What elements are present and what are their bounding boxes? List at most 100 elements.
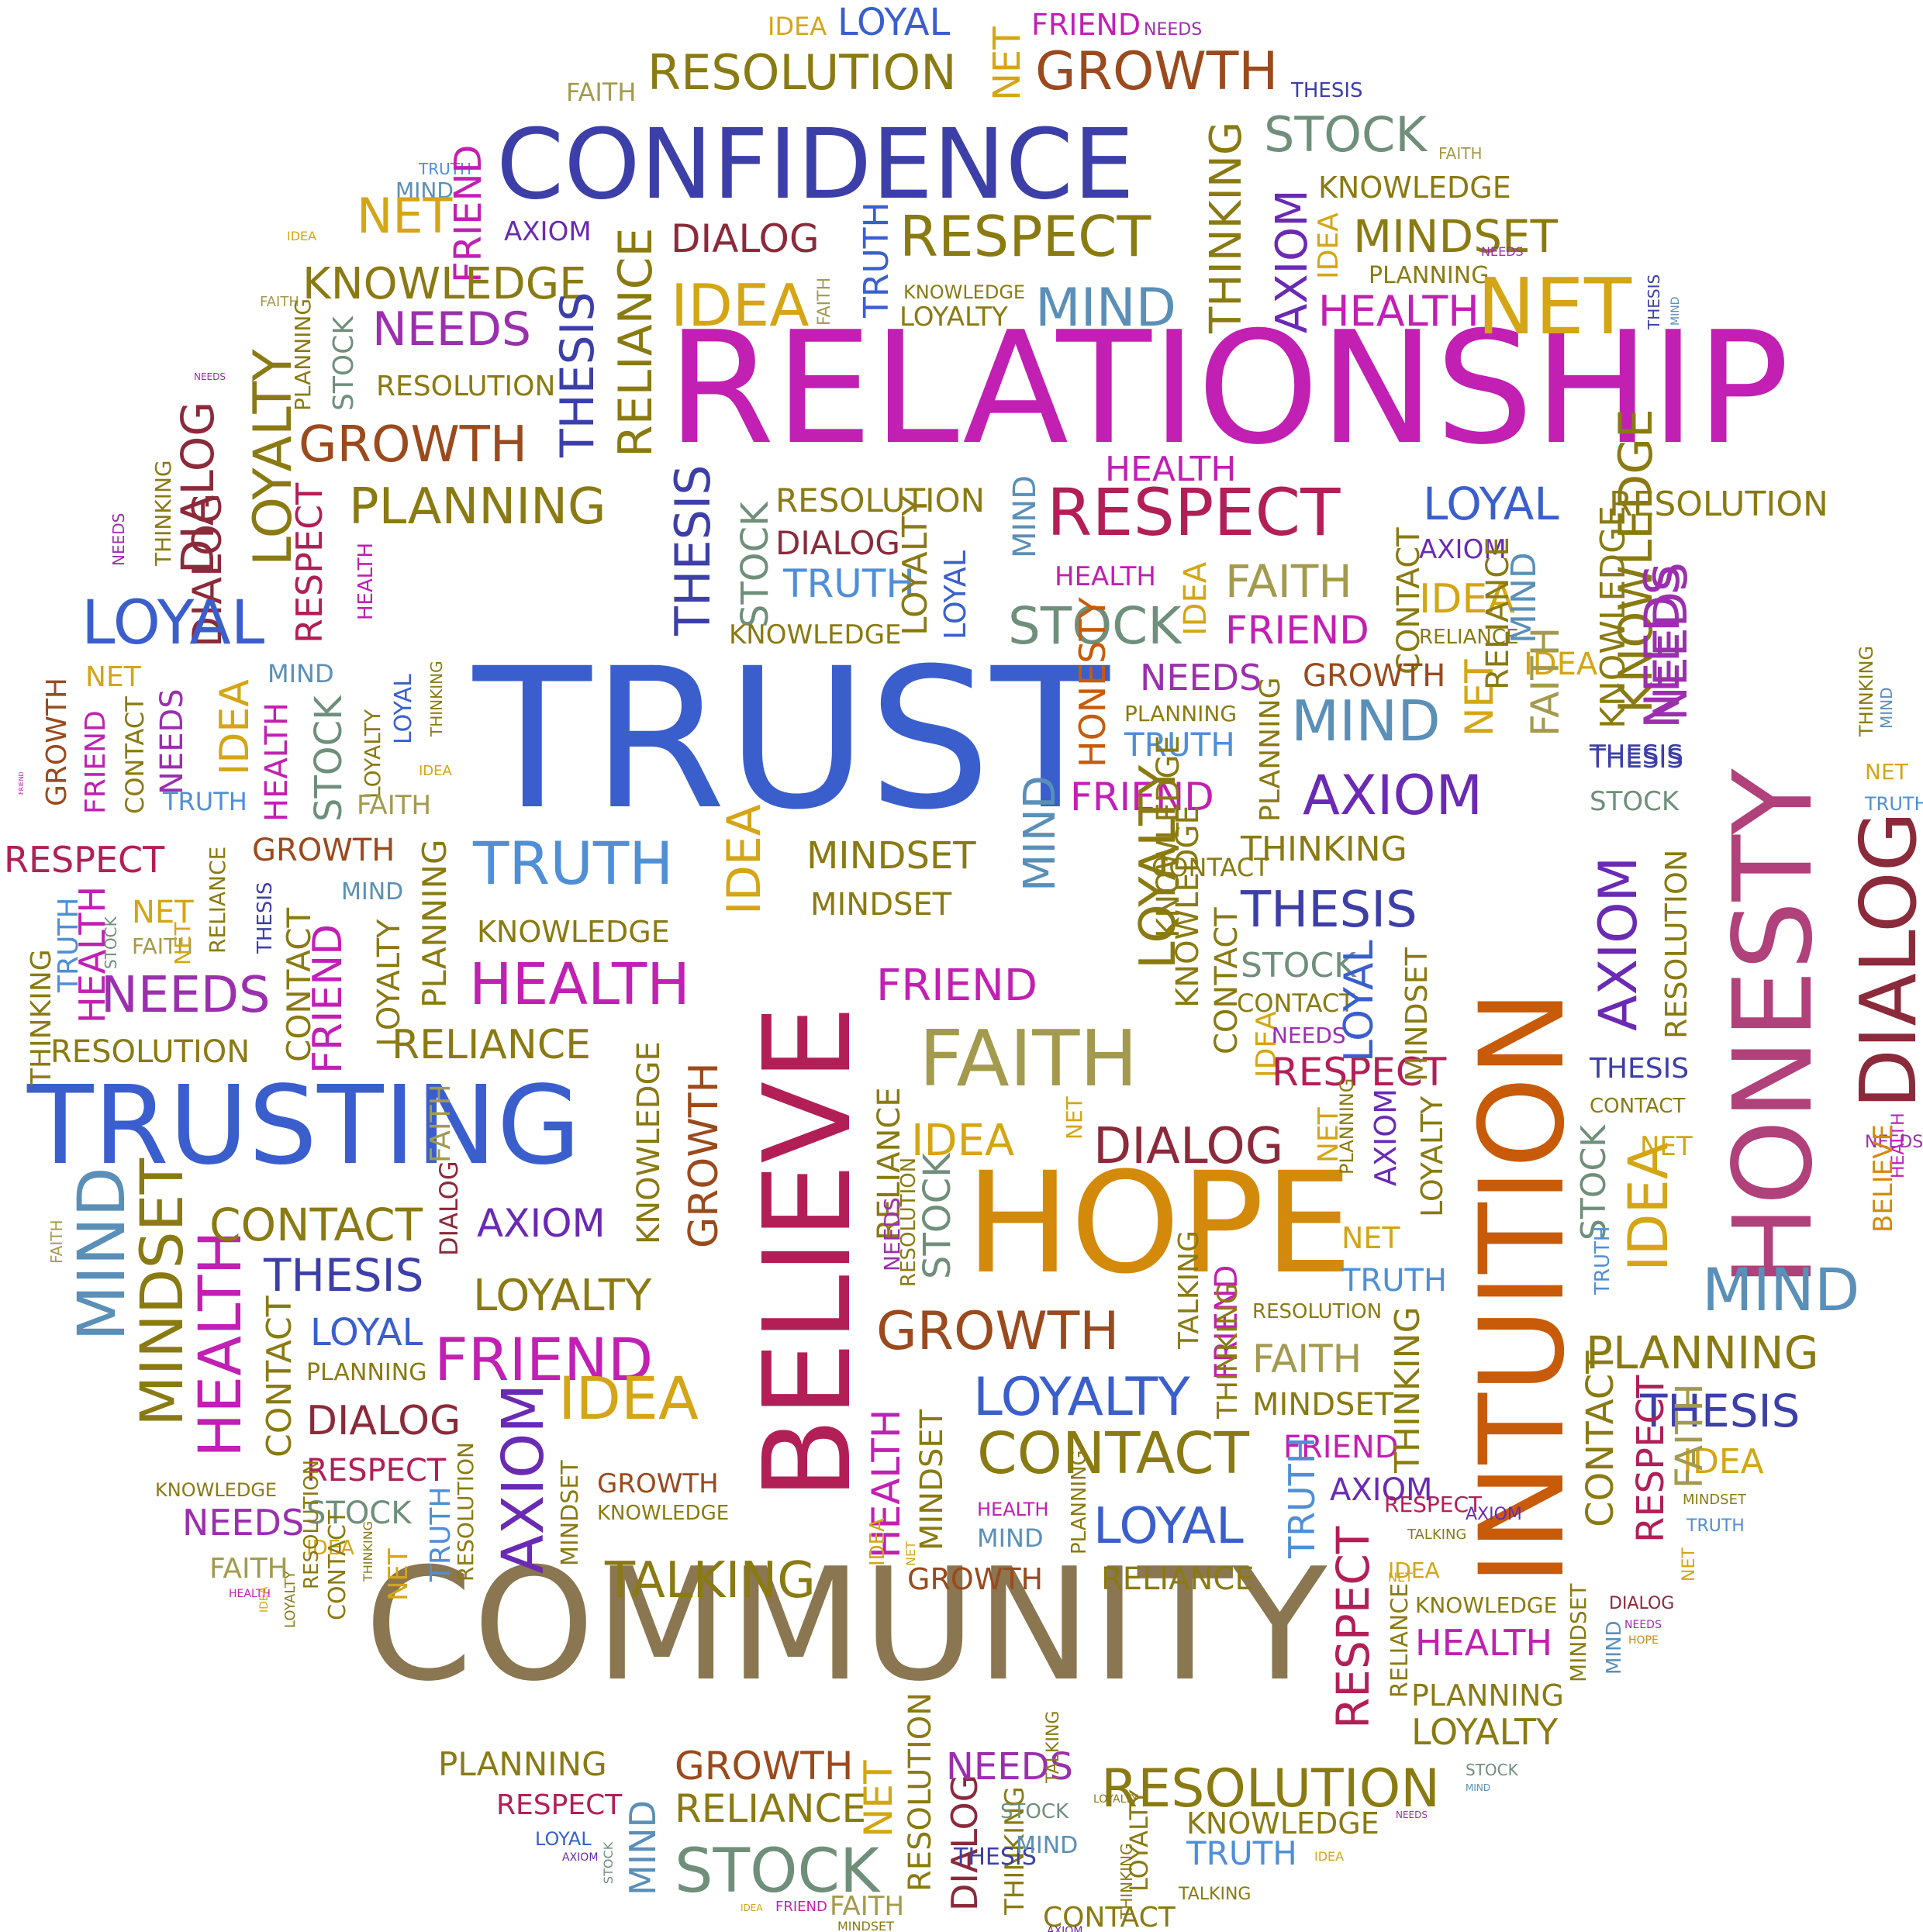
word-stock: STOCK xyxy=(916,1152,959,1279)
word-loyal: LOYAL xyxy=(390,674,417,744)
word-thinking: THINKING xyxy=(1212,1282,1244,1420)
word-respect: RESPECT xyxy=(496,1789,623,1821)
word-truth: TRUTH xyxy=(53,898,85,993)
word-stock: STOCK xyxy=(328,316,360,411)
word-growth: GROWTH xyxy=(876,1301,1119,1362)
word-stock: STOCK xyxy=(601,1841,616,1884)
word-stock: STOCK xyxy=(307,695,350,822)
word-needs: NEEDS xyxy=(1272,1023,1346,1048)
word-needs: NEEDS xyxy=(182,1502,304,1544)
word-net: NET xyxy=(1640,1131,1693,1162)
word-planning: PLANNING xyxy=(1124,701,1237,726)
word-knowledge: KNOWLEDGE xyxy=(1151,735,1186,938)
word-axiom: AXIOM xyxy=(1419,534,1507,565)
word-truth: TRUTH xyxy=(782,561,915,606)
word-idea: IDEA xyxy=(1617,1142,1680,1271)
word-resolution: RESOLUTION xyxy=(1659,850,1693,1039)
word-friend: FRIEND xyxy=(876,961,1037,1011)
word-idea: IDEA xyxy=(741,1903,763,1913)
word-net: NET xyxy=(1457,659,1502,737)
word-thinking: THINKING xyxy=(1117,1843,1136,1920)
word-thinking: THINKING xyxy=(1856,646,1877,737)
word-thesis: THESIS xyxy=(953,1844,1037,1871)
word-contact: CONTACT xyxy=(1579,1351,1622,1527)
word-friend: FRIEND xyxy=(1225,608,1369,653)
word-loyal: LOYAL xyxy=(837,1,951,44)
word-idea: IDEA xyxy=(1419,576,1515,623)
word-needs: NEEDS xyxy=(1634,564,1690,729)
word-growth: GROWTH xyxy=(1035,41,1278,102)
word-knowledge: KNOWLEDGE xyxy=(1415,1592,1557,1618)
word-community: COMMUNITY xyxy=(364,1535,1327,1716)
word-mindset: MINDSET xyxy=(557,1460,584,1566)
word-knowledge: KNOWLEDGE xyxy=(1170,805,1206,1008)
word-stock: STOCK xyxy=(102,916,120,969)
word-loyalty: LOYALTY xyxy=(473,1271,652,1321)
word-friend: FRIEND xyxy=(1070,775,1214,819)
word-mind: MIND xyxy=(1877,687,1896,729)
word-hope: HOPE xyxy=(965,1143,1352,1305)
word-friend: FRIEND xyxy=(18,771,25,795)
word-planning: PLANNING xyxy=(1586,1327,1819,1379)
word-net: NET xyxy=(170,921,195,965)
word-contact: CONTACT xyxy=(324,1509,351,1620)
word-respect: RESPECT xyxy=(1629,1375,1673,1543)
word-contact: CONTACT xyxy=(260,1295,299,1458)
word-thesis: THESIS xyxy=(1589,743,1683,775)
word-reliance: RELIANCE xyxy=(1480,536,1516,690)
word-faith: FAITH xyxy=(1668,1383,1711,1489)
word-health: HEALTH xyxy=(185,1230,254,1458)
word-contact: CONTACT xyxy=(1590,1095,1685,1118)
word-idea: IDEA xyxy=(1251,1011,1283,1078)
word-truth: TRUTH xyxy=(857,202,896,319)
word-faith: FAITH xyxy=(830,1891,904,1922)
word-health: HEALTH xyxy=(71,886,113,1023)
word-mind: MIND xyxy=(977,1523,1044,1553)
word-thesis: THESIS xyxy=(263,1249,423,1302)
word-talking: TALKING xyxy=(1173,1230,1205,1350)
word-friend: FRIEND xyxy=(80,710,112,814)
word-net: NET xyxy=(1062,1095,1087,1140)
word-stock: STOCK xyxy=(1008,596,1182,656)
word-truth: TRUTH xyxy=(425,1487,457,1582)
word-mind: MIND xyxy=(1669,297,1682,326)
word-idea: IDEA xyxy=(258,1586,271,1613)
word-idea: IDEA xyxy=(1178,561,1214,636)
word-health: HEALTH xyxy=(1055,561,1156,592)
word-dialog: DIALOG xyxy=(1843,812,1923,1109)
word-needs: NEEDS xyxy=(101,967,271,1024)
word-thinking: THINKING xyxy=(1388,1306,1428,1474)
word-thinking: THINKING xyxy=(361,1521,375,1582)
word-loyalty: LOYALTY xyxy=(1124,1789,1154,1892)
word-resolution: RESOLUTION xyxy=(1609,485,1828,524)
word-knowledge: KNOWLEDGE xyxy=(1318,171,1511,205)
word-dialog: DIALOG xyxy=(1609,1594,1674,1613)
word-respect: RESPECT xyxy=(1047,474,1341,550)
word-stock: STOCK xyxy=(734,501,777,628)
word-friend: FRIEND xyxy=(775,1899,827,1915)
word-knowledge: KNOWLEDGE xyxy=(631,1041,667,1244)
word-idea: IDEA xyxy=(768,12,827,41)
word-dialog: DIALOG xyxy=(944,1775,986,1911)
word-contact: CONTACT xyxy=(1043,1902,1176,1932)
word-resolution: RESOLUTION xyxy=(647,44,957,101)
word-net: NET xyxy=(1477,261,1632,352)
word-stock: STOCK xyxy=(1466,1761,1519,1779)
word-thesis: THESIS xyxy=(1645,274,1663,330)
word-thesis: THESIS xyxy=(1639,1385,1800,1437)
word-stock: STOCK xyxy=(1590,786,1680,817)
word-loyal: LOYAL xyxy=(1093,1498,1244,1555)
word-idea: IDEA xyxy=(558,1364,699,1433)
word-health: HEALTH xyxy=(864,1409,909,1558)
word-planning: PLANNING xyxy=(438,1745,607,1783)
word-loyal: LOYAL xyxy=(81,588,265,658)
word-talking: TALKING xyxy=(1178,1885,1251,1904)
word-contact: CONTACT xyxy=(1391,527,1427,674)
word-thinking: THINKING xyxy=(1201,122,1252,334)
word-hope: HOPE xyxy=(1628,1634,1659,1647)
word-loyalty: LOYALTY xyxy=(1415,1095,1449,1217)
word-mind: MIND xyxy=(1015,775,1065,892)
word-idea: IDEA xyxy=(1313,212,1345,279)
word-planning: PLANNING xyxy=(1411,1678,1564,1713)
word-faith: FAITH xyxy=(209,1553,288,1585)
